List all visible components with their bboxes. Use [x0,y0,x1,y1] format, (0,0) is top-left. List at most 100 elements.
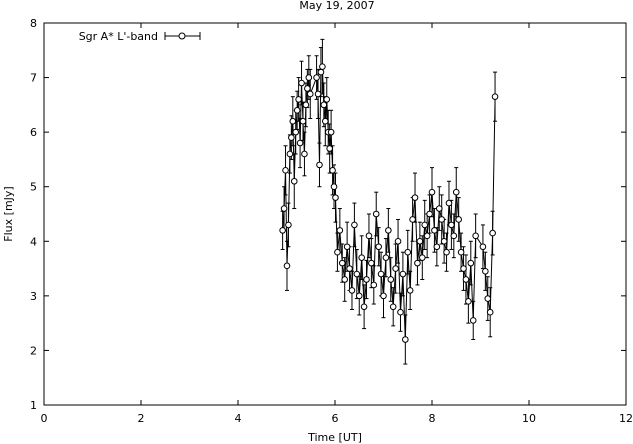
y-tick-label: 4 [30,235,37,248]
data-point [353,270,361,278]
data-point [491,93,499,100]
data-point [305,74,313,81]
data-point [299,117,307,125]
data-point [295,96,302,103]
data-point [385,227,392,234]
data-point [338,259,346,267]
data-point [452,188,460,196]
data-point [399,270,407,278]
legend-label: Sgr A* L'-band [79,30,158,43]
series-line [282,66,496,340]
data-point [426,210,433,218]
data-point [285,221,292,229]
data-point [314,90,322,98]
data-point [469,317,477,324]
data-point [341,276,349,283]
data-point [411,194,419,201]
data-point [304,85,311,92]
data-point [402,336,409,343]
data-point [377,270,385,278]
data-point [296,139,304,147]
data-point [279,227,286,234]
data-point [319,63,326,70]
y-tick-label: 2 [30,344,37,357]
legend: Sgr A* L'-band [79,30,201,43]
data-point [460,265,467,272]
data-point [462,276,470,283]
data-point [289,117,297,125]
series-layer [279,38,499,365]
data-point [467,259,475,267]
data-point [329,167,336,174]
y-tick-label: 8 [30,17,37,30]
data-point [479,243,487,251]
data-point [406,287,414,294]
y-axis-label: Flux [mJy] [2,186,15,241]
data-point [323,96,331,103]
data-point [455,216,462,223]
data-point [389,303,397,311]
data-point [283,262,291,270]
data-point [320,101,328,109]
y-tick-label: 7 [30,72,37,85]
data-point [445,199,453,207]
x-tick-label: 0 [41,412,48,425]
data-point [392,265,399,272]
data-point [450,232,458,240]
data-point [298,79,305,87]
data-point [438,216,446,223]
chart-title: May 19, 2007 [299,0,374,12]
data-point [435,205,443,212]
data-point [380,292,387,300]
data-point [351,221,358,229]
data-point [360,303,368,311]
data-point [368,259,375,267]
data-point [465,298,472,305]
data-point [336,227,344,234]
data-point [440,237,448,245]
data-point [423,232,431,240]
data-point [428,188,436,196]
data-point [387,276,395,283]
data-point [302,101,310,109]
data-point [293,107,301,114]
y-tick-label: 5 [30,181,37,194]
data-point [348,287,356,294]
data-point [489,229,496,237]
data-point [482,268,489,275]
data-point [365,232,373,240]
y-tick-label: 6 [30,126,37,139]
data-point [334,248,341,256]
data-point [330,183,338,191]
y-tick-label: 3 [30,290,37,303]
data-point [288,134,295,141]
data-point [322,117,329,125]
data-point [346,265,353,272]
data-point [355,292,363,300]
data-point [363,276,370,283]
x-axis-label: Time [UT] [307,431,362,444]
data-point [382,254,390,261]
data-point [313,74,320,81]
data-point [343,243,351,251]
x-tick-label: 6 [332,412,339,425]
data-point [286,150,294,158]
data-point [416,237,424,245]
data-point [372,210,380,218]
data-point [404,248,412,256]
data-point [397,308,404,316]
data-point [282,167,289,174]
x-tick-label: 8 [429,412,436,425]
data-point [375,243,382,251]
data-point [327,128,335,136]
data-point [433,243,441,251]
data-point [290,177,298,185]
legend-marker [178,32,186,40]
data-point [448,221,455,229]
data-point [431,227,438,234]
data-point [414,259,421,267]
y-tick-label: 1 [30,399,37,412]
